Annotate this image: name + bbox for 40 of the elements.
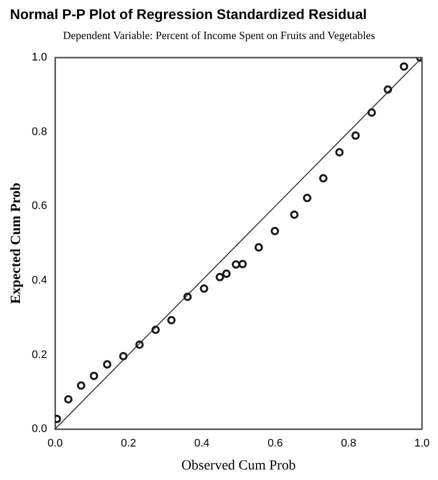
point	[290, 210, 299, 219]
y-tick-label: 0.0	[32, 423, 48, 436]
x-tick-label: 0.0	[47, 438, 63, 450]
point	[102, 360, 112, 369]
y-tick-label: 0.6	[32, 200, 48, 212]
point	[119, 352, 128, 360]
x-axis-title: Observed Cum Prob	[181, 458, 296, 474]
point	[368, 108, 376, 117]
x-tick-label: 0.8	[340, 438, 356, 450]
point	[90, 372, 98, 380]
point	[216, 272, 224, 282]
point	[302, 194, 312, 202]
chart-title: Normal P-P Plot of Regression Standardized Residual	[10, 6, 367, 22]
x-tick-label: 0.2	[120, 438, 136, 450]
point	[183, 292, 192, 301]
y-axis-title: Expected Cum Prob	[9, 182, 24, 304]
y-tick-label: 1.0	[32, 52, 48, 64]
point	[384, 85, 392, 94]
point	[238, 260, 247, 268]
point	[270, 226, 280, 236]
point	[200, 284, 208, 293]
point	[135, 340, 144, 349]
point	[76, 381, 86, 390]
y-tick-label: 0.4	[32, 274, 48, 286]
point	[351, 131, 360, 140]
point	[232, 260, 240, 269]
point	[64, 395, 72, 404]
x-tick-label: 0.4	[194, 438, 210, 450]
y-tick-label: 0.8	[32, 126, 48, 138]
point	[222, 270, 231, 278]
x-tick-label: 1.0	[414, 438, 430, 450]
point	[335, 148, 344, 157]
point	[400, 62, 408, 71]
point	[319, 174, 328, 183]
point	[254, 243, 263, 252]
y-tick-label: 0.2	[32, 348, 48, 361]
point	[151, 326, 160, 334]
point	[167, 316, 176, 324]
x-tick-label: 0.6	[268, 438, 283, 450]
chart-subtitle: Dependent Variable: Percent of Income Spent on Fruits and Vegetables	[62, 30, 376, 42]
